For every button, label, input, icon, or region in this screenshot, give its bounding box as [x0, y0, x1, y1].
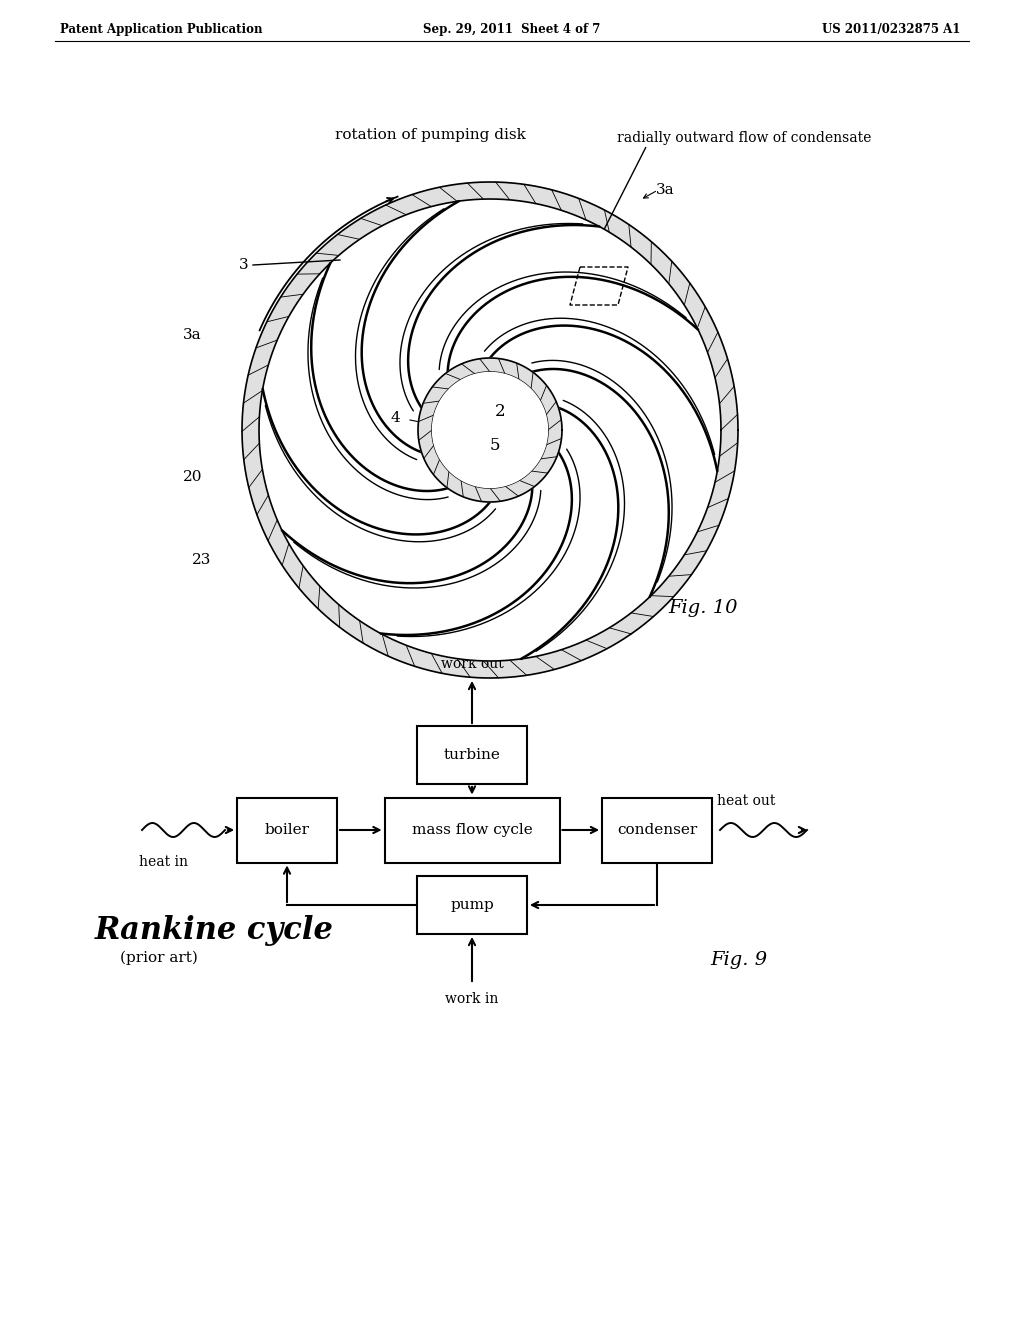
Text: 3a: 3a	[183, 327, 202, 342]
Text: rotation of pumping disk: rotation of pumping disk	[335, 128, 525, 143]
Text: 20: 20	[183, 470, 203, 484]
FancyBboxPatch shape	[237, 797, 337, 862]
Text: 4: 4	[390, 411, 400, 425]
Text: 23: 23	[193, 553, 211, 568]
Text: boiler: boiler	[264, 822, 309, 837]
Text: heat out: heat out	[717, 795, 775, 808]
Text: radially outward flow of condensate: radially outward flow of condensate	[617, 131, 871, 145]
FancyBboxPatch shape	[602, 797, 712, 862]
Text: 3: 3	[239, 257, 248, 272]
Polygon shape	[245, 185, 735, 675]
Text: 2: 2	[495, 404, 505, 421]
Text: turbine: turbine	[443, 748, 501, 762]
Text: Fig. 10: Fig. 10	[668, 599, 737, 616]
Text: 3a: 3a	[656, 183, 675, 197]
Text: mass flow cycle: mass flow cycle	[412, 822, 532, 837]
Polygon shape	[259, 199, 721, 660]
Text: Sep. 29, 2011  Sheet 4 of 7: Sep. 29, 2011 Sheet 4 of 7	[423, 22, 601, 36]
FancyBboxPatch shape	[417, 876, 527, 935]
Text: condenser: condenser	[616, 822, 697, 837]
Polygon shape	[418, 358, 562, 502]
FancyBboxPatch shape	[384, 797, 559, 862]
Text: Patent Application Publication: Patent Application Publication	[60, 22, 262, 36]
Polygon shape	[432, 372, 548, 487]
Text: 5: 5	[489, 437, 501, 454]
Text: heat in: heat in	[139, 855, 188, 869]
Text: work in: work in	[445, 993, 499, 1006]
Text: (prior art): (prior art)	[120, 950, 198, 965]
Polygon shape	[242, 182, 738, 678]
FancyBboxPatch shape	[417, 726, 527, 784]
Text: Rankine cycle: Rankine cycle	[95, 915, 334, 945]
Text: Fig. 9: Fig. 9	[710, 950, 767, 969]
Text: pump: pump	[451, 898, 494, 912]
Text: US 2011/0232875 A1: US 2011/0232875 A1	[821, 22, 961, 36]
Text: work out: work out	[440, 657, 504, 671]
